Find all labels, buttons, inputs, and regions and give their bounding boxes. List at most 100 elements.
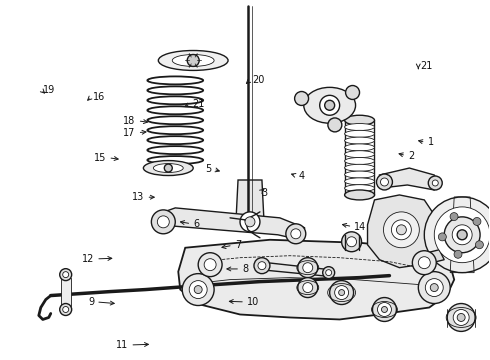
Circle shape (328, 118, 342, 132)
Circle shape (182, 274, 214, 306)
Circle shape (286, 224, 306, 244)
Circle shape (330, 280, 354, 305)
Ellipse shape (344, 164, 374, 171)
Ellipse shape (344, 151, 374, 158)
Circle shape (342, 232, 362, 252)
Ellipse shape (147, 76, 203, 84)
Circle shape (345, 86, 360, 99)
Circle shape (392, 220, 412, 240)
Circle shape (254, 258, 270, 274)
Circle shape (60, 303, 72, 315)
Text: 8: 8 (242, 264, 248, 274)
Text: 21: 21 (420, 61, 433, 71)
Circle shape (413, 251, 436, 275)
Ellipse shape (144, 161, 193, 176)
Circle shape (439, 233, 446, 241)
Ellipse shape (147, 156, 203, 164)
Circle shape (326, 270, 332, 276)
Circle shape (450, 213, 458, 221)
Circle shape (60, 269, 72, 280)
Text: 9: 9 (88, 297, 94, 307)
Circle shape (444, 217, 480, 253)
Circle shape (204, 259, 216, 271)
Circle shape (63, 306, 69, 312)
Text: 14: 14 (354, 222, 367, 231)
Circle shape (475, 241, 484, 249)
Circle shape (325, 100, 335, 110)
Circle shape (428, 176, 442, 190)
Text: 11: 11 (116, 340, 128, 350)
Circle shape (298, 278, 318, 298)
Ellipse shape (147, 106, 203, 114)
Text: 21: 21 (192, 99, 205, 109)
Circle shape (291, 229, 301, 239)
Ellipse shape (147, 86, 203, 94)
Circle shape (380, 178, 389, 186)
Circle shape (189, 280, 207, 298)
Circle shape (377, 302, 392, 316)
Ellipse shape (344, 144, 374, 151)
Text: 13: 13 (132, 192, 145, 202)
Circle shape (346, 237, 357, 247)
Circle shape (418, 272, 450, 303)
Circle shape (376, 174, 392, 190)
Circle shape (452, 225, 472, 245)
Circle shape (245, 217, 255, 227)
Circle shape (473, 217, 481, 225)
Circle shape (447, 303, 475, 332)
Text: 6: 6 (193, 219, 199, 229)
Circle shape (303, 263, 313, 273)
Polygon shape (258, 262, 332, 276)
Ellipse shape (344, 157, 374, 165)
Polygon shape (419, 250, 444, 265)
Circle shape (432, 180, 438, 186)
Circle shape (164, 164, 172, 172)
Ellipse shape (344, 130, 374, 137)
Text: 2: 2 (408, 150, 415, 161)
Circle shape (198, 253, 222, 276)
Circle shape (396, 225, 406, 235)
Circle shape (157, 216, 169, 228)
Circle shape (457, 314, 465, 321)
Circle shape (298, 258, 318, 278)
Circle shape (194, 285, 202, 293)
Ellipse shape (304, 87, 356, 123)
Text: 5: 5 (205, 164, 211, 174)
Ellipse shape (344, 185, 374, 192)
Ellipse shape (344, 178, 374, 185)
Text: 18: 18 (123, 116, 136, 126)
Circle shape (63, 272, 69, 278)
Circle shape (294, 91, 309, 105)
Polygon shape (178, 240, 454, 319)
Circle shape (151, 210, 175, 234)
Circle shape (323, 267, 335, 279)
Circle shape (454, 250, 462, 258)
Text: 15: 15 (94, 153, 106, 163)
Circle shape (430, 284, 438, 292)
Text: 12: 12 (82, 254, 94, 264)
Text: 10: 10 (247, 297, 259, 307)
Polygon shape (368, 195, 437, 268)
Ellipse shape (147, 126, 203, 134)
Ellipse shape (172, 54, 214, 67)
Text: 19: 19 (43, 85, 55, 95)
Text: 4: 4 (298, 171, 304, 181)
Ellipse shape (344, 171, 374, 178)
Circle shape (418, 257, 430, 269)
Text: 7: 7 (235, 240, 241, 250)
Circle shape (187, 54, 199, 67)
Ellipse shape (147, 96, 203, 104)
Circle shape (424, 197, 490, 273)
Circle shape (425, 279, 443, 297)
Ellipse shape (344, 190, 374, 200)
Bar (344, 120, 374, 195)
Ellipse shape (147, 146, 203, 154)
Circle shape (303, 283, 313, 293)
Polygon shape (236, 180, 264, 220)
Circle shape (372, 298, 396, 321)
Circle shape (240, 212, 260, 232)
Bar (61, 278, 71, 306)
Ellipse shape (344, 115, 374, 125)
Ellipse shape (147, 136, 203, 144)
Circle shape (335, 285, 348, 300)
